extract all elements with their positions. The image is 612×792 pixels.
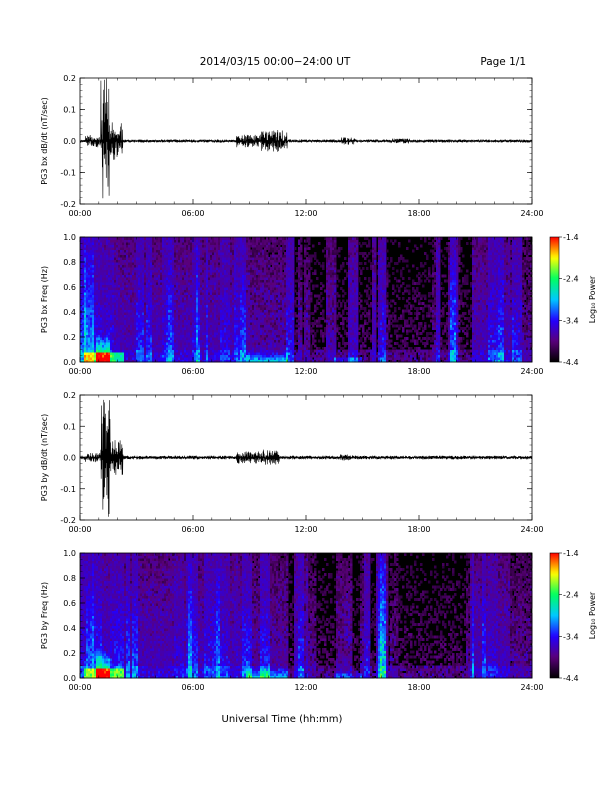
y-tick-label: 0.6	[63, 283, 76, 292]
y-tick-label: 0.8	[63, 574, 76, 583]
x-tick-label: 00:00	[68, 683, 91, 692]
y-tick-label: 0.0	[63, 674, 76, 683]
x-axis-title: Universal Time (hh:mm)	[222, 714, 343, 725]
x-tick-label: 18:00	[407, 209, 430, 218]
panel-bx-line: 00:00 06:00 12:00 18:00 24:00 0.2 0.1 0.0 -0.1 -0…	[40, 74, 544, 218]
x-tick-label: 06:00	[181, 209, 204, 218]
y-tick-label: 0.6	[63, 599, 76, 608]
panel-bx-spectrogram: 00:00 06:00 12:00 18:00 24:00 1.0 0.8 0.6 0.4 0.2…	[40, 233, 544, 376]
y-tick-label: 0.2	[63, 333, 76, 342]
colorbar-title: Log₁₀ Power	[588, 275, 597, 323]
y-tick-label: 0.0	[63, 137, 76, 146]
colorbar-gradient	[550, 553, 559, 678]
y-tick-label: -0.1	[60, 169, 76, 178]
y-axis-label: PG3 bx dB/dt (nT/sec)	[40, 97, 49, 184]
y-tick-label: 0.4	[63, 624, 76, 633]
colorbar-by: -1.4 -2.4 -3.4 -4.4 Log₁₀ Power	[550, 549, 597, 683]
x-tick-label: 24:00	[520, 367, 543, 376]
y-tick-label: 1.0	[63, 549, 76, 558]
y-tick-label: -0.2	[60, 516, 76, 525]
x-tick-label: 00:00	[68, 525, 91, 534]
x-tick-label: 18:00	[407, 367, 430, 376]
x-tick-label: 00:00	[68, 367, 91, 376]
x-tick-label: 06:00	[181, 525, 204, 534]
colorbar-tick-label: -3.4	[563, 316, 579, 325]
y-tick-label: 1.0	[63, 233, 76, 242]
colorbar-bx: -1.4 -2.4 -3.4 -4.4 Log₁₀ Power	[550, 233, 597, 367]
colorbar-tick-label: -1.4	[563, 233, 579, 242]
x-tick-label: 18:00	[407, 683, 430, 692]
colorbar-tick-label: -4.4	[563, 674, 579, 683]
y-tick-label: 0.2	[63, 649, 76, 658]
colorbar-tick-label: -3.4	[563, 632, 579, 641]
x-tick-label: 00:00	[68, 209, 91, 218]
series-line	[80, 79, 532, 199]
y-tick-label: -0.2	[60, 200, 76, 209]
y-axis-label: PG3 by Freq (Hz)	[40, 582, 49, 649]
y-axis-label: PG3 bx Freq (Hz)	[40, 266, 49, 333]
x-tick-label: 24:00	[520, 209, 543, 218]
header-date-range: 2014/03/15 00:00−24:00 UT	[200, 56, 351, 68]
colorbar-tick-label: -2.4	[563, 591, 579, 600]
y-axis-label: PG3 by dB/dt (nT/sec)	[40, 414, 49, 501]
y-tick-label: 0.0	[63, 454, 76, 463]
panel-by-line: 00:00 06:00 12:00 18:00 24:00 0.2 0.1 0.0 -0.1 -0…	[40, 391, 544, 534]
y-tick-label: 0.1	[63, 422, 76, 431]
colorbar-tick-label: -2.4	[563, 275, 579, 284]
x-tick-label: 12:00	[294, 367, 317, 376]
colorbar-gradient	[550, 237, 559, 362]
series-line	[80, 400, 532, 517]
figure: 2014/03/15 00:00−24:00 UT Page 1/1 00:00…	[0, 0, 612, 792]
y-tick-label: 0.2	[63, 74, 76, 83]
x-tick-label: 12:00	[294, 683, 317, 692]
x-tick-label: 24:00	[520, 683, 543, 692]
x-tick-label: 12:00	[294, 209, 317, 218]
header-page: Page 1/1	[480, 56, 526, 68]
colorbar-tick-label: -4.4	[563, 358, 579, 367]
y-tick-label: 0.0	[63, 358, 76, 367]
y-tick-label: 0.2	[63, 391, 76, 400]
colorbar-tick-label: -1.4	[563, 549, 579, 558]
y-tick-label: 0.8	[63, 258, 76, 267]
x-tick-label: 06:00	[181, 367, 204, 376]
y-tick-label: 0.1	[63, 106, 76, 115]
y-tick-label: 0.4	[63, 308, 76, 317]
x-tick-label: 24:00	[520, 525, 543, 534]
x-tick-label: 12:00	[294, 525, 317, 534]
x-tick-label: 18:00	[407, 525, 430, 534]
y-tick-label: -0.1	[60, 485, 76, 494]
colorbar-title: Log₁₀ Power	[588, 591, 597, 639]
x-tick-label: 06:00	[181, 683, 204, 692]
panel-by-spectrogram: 00:00 06:00 12:00 18:00 24:00 1.0 0.8 0.6 0.4 0.2…	[40, 549, 544, 692]
